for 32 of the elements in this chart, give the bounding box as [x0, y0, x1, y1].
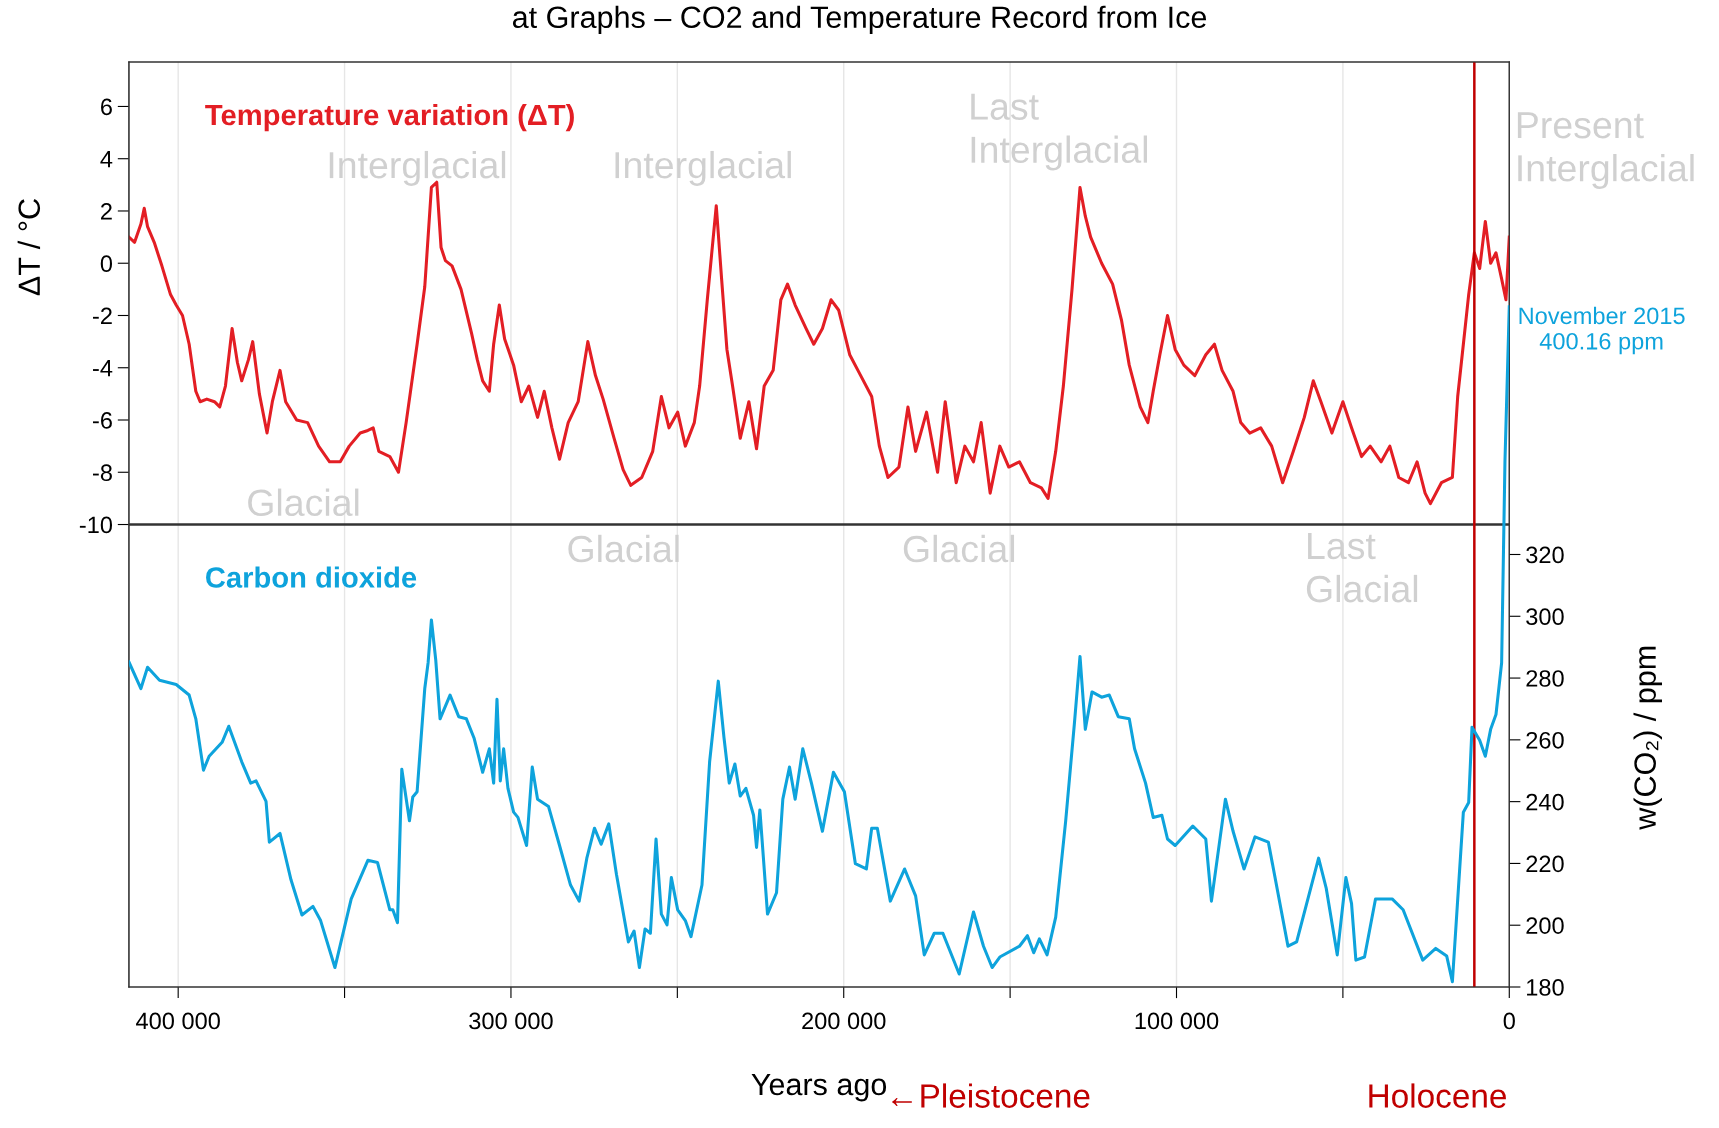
- y2-tick-label: 180: [1527, 979, 1564, 996]
- y2-tick-label: 240: [1526, 793, 1564, 811]
- x-tick-label: 0: [1503, 1012, 1515, 1030]
- y2-tick-label: 300: [1526, 608, 1564, 626]
- line-series: [128, 305, 1510, 984]
- y-axis-title: ΔT / °C: [17, 199, 41, 296]
- x-tick-label: 100 000: [1135, 1012, 1219, 1030]
- y2-axis-title: w(CO₂) / ppm: [1633, 646, 1662, 830]
- y-tick-label: 6: [101, 98, 112, 116]
- text: ←Pleistocene: [892, 1083, 1090, 1108]
- text: Temperature variation (ΔT): [205, 103, 574, 132]
- y-tick-label: -4: [93, 360, 113, 377]
- y-tick-label: -8: [93, 464, 112, 482]
- x-tick-label: 300 000: [469, 1012, 553, 1030]
- x-tick-label: 400 000: [136, 1012, 220, 1030]
- x-tick-label: 200 000: [802, 1012, 886, 1030]
- text: Holocene: [1369, 1083, 1506, 1108]
- y2-tick-label: 220: [1526, 855, 1564, 873]
- y-tick-label: 0: [100, 255, 113, 273]
- y-tick-label: 2: [101, 203, 112, 220]
- y2-tick-label: 320: [1526, 546, 1564, 564]
- data-label: November 2015 400.16 ppm: [1519, 306, 1685, 355]
- chart-title: at Graphs – CO2 and Temperature Record from Ice: [512, 5, 1207, 35]
- series-label: Carbon dioxide: [206, 566, 417, 588]
- y2-tick-label: 260: [1526, 731, 1564, 749]
- y2-tick-label: 280: [1526, 670, 1564, 687]
- y-tick-label: -10: [79, 516, 113, 534]
- y-tick-label: -2: [93, 307, 112, 325]
- y-tick-label: 4: [100, 151, 113, 168]
- y-tick-label: -6: [93, 412, 112, 429]
- y2-tick-label: 200: [1526, 917, 1564, 934]
- x-axis-title: Years ago: [751, 1074, 887, 1102]
